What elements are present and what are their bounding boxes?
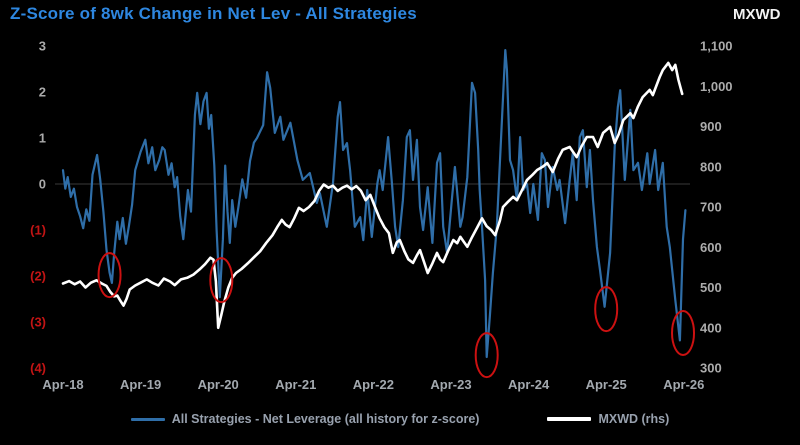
x-axis-tick-label: Apr-22 <box>353 377 394 392</box>
highlight-ellipse <box>671 310 696 357</box>
x-axis-tick-label: Apr-19 <box>120 377 161 392</box>
right-axis-tick-label: 800 <box>700 159 722 174</box>
left-axis-tick-label: (3) <box>30 315 46 330</box>
chart-legend: All Strategies - Net Leverage (all histo… <box>0 412 800 426</box>
left-axis-tick-label: (4) <box>30 361 46 376</box>
highlight-ellipse <box>97 252 122 299</box>
zscore-line <box>61 48 687 359</box>
right-axis-tick-label: 400 <box>700 320 722 335</box>
left-axis-tick-label: 2 <box>39 85 46 100</box>
x-axis-tick-label: Apr-24 <box>508 377 550 392</box>
right-axis-tick-label: 700 <box>700 200 722 215</box>
legend-label-mxwd: MXWD (rhs) <box>598 412 670 426</box>
x-axis-tick-label: Apr-21 <box>275 377 316 392</box>
mxwd-line <box>61 61 684 330</box>
right-axis-tick-label: 1,000 <box>700 79 733 94</box>
highlight-ellipse <box>474 332 499 379</box>
mxwd-line-swatch <box>547 417 592 421</box>
highlight-ellipse <box>209 257 234 304</box>
right-axis-tick-label: 1,100 <box>700 39 733 54</box>
right-axis-tick-label: 300 <box>700 361 722 376</box>
right-axis-tick-label: 500 <box>700 280 722 295</box>
zscore-line-swatch <box>130 417 165 421</box>
legend-item-zscore: All Strategies - Net Leverage (all histo… <box>130 412 480 426</box>
x-axis-tick-label: Apr-26 <box>663 377 704 392</box>
legend-label-zscore: All Strategies - Net Leverage (all histo… <box>171 412 480 426</box>
x-axis-tick-label: Apr-18 <box>42 377 83 392</box>
left-axis-tick-label: (2) <box>30 269 46 284</box>
left-axis-tick-label: 0 <box>39 177 46 192</box>
x-axis-tick-label: Apr-25 <box>586 377 627 392</box>
legend-item-mxwd: MXWD (rhs) <box>547 412 669 426</box>
x-axis-tick-label: Apr-23 <box>430 377 471 392</box>
right-axis-tick-label: 600 <box>700 240 722 255</box>
highlight-ellipse <box>594 286 619 333</box>
left-axis-tick-label: 3 <box>39 39 46 54</box>
left-axis-tick-label: 1 <box>39 131 46 146</box>
left-axis-tick-label: (1) <box>30 223 46 238</box>
right-axis-title: MXWD <box>733 6 781 23</box>
page-title: Z-Score of 8wk Change in Net Lev - All S… <box>10 4 417 23</box>
x-axis-tick-label: Apr-20 <box>198 377 239 392</box>
right-axis-tick-label: 900 <box>700 119 722 134</box>
